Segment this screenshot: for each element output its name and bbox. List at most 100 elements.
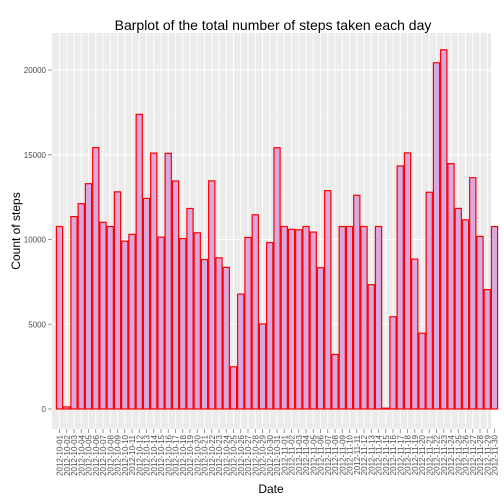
x-tick-label: 2012-10-15: [157, 434, 166, 475]
bar: [302, 225, 310, 410]
x-tick-label: 2012-10-01: [56, 434, 65, 475]
x-tick-label: 2012-10-10: [121, 434, 130, 475]
x-tick-label: 2012-10-17: [172, 434, 181, 475]
y-tick-label: 0: [42, 405, 47, 414]
bar: [55, 225, 64, 410]
y-axis-ticks: 0 5000 10000 15000 20000: [24, 66, 52, 414]
x-tick-label: 2012-11-09: [338, 434, 347, 475]
x-tick-label: 2012-11-15: [382, 434, 391, 475]
bar: [135, 113, 143, 410]
x-tick-label: 2012-10-30: [266, 434, 275, 475]
x-tick-label: 2012-10-21: [201, 434, 210, 475]
y-axis-title: Count of steps: [9, 192, 23, 269]
bar: [374, 225, 383, 410]
x-tick-label: 2012-10-08: [106, 434, 115, 475]
x-tick-label: 2012-10-22: [208, 434, 217, 475]
bar: [360, 225, 368, 410]
x-tick-label: 2012-11-19: [411, 434, 420, 475]
x-tick-label: 2012-11-14: [375, 434, 384, 475]
x-tick-label: 2012-10-28: [251, 434, 260, 475]
bar: [92, 147, 100, 410]
x-tick-label: 2012-10-27: [244, 434, 253, 475]
bar: [208, 180, 216, 410]
bar: [99, 221, 107, 410]
x-tick-label: 2012-10-06: [92, 434, 101, 475]
x-tick-label: 2012-11-06: [317, 434, 326, 475]
x-tick-label: 2012-10-07: [99, 434, 108, 475]
x-tick-label: 2012-11-04: [302, 434, 311, 475]
x-tick-label: 2012-10-26: [237, 434, 246, 475]
bar: [425, 191, 433, 410]
x-tick-label: 2012-11-17: [396, 434, 405, 475]
x-axis-ticks: 2012-10-012012-10-022012-10-032012-10-04…: [56, 429, 500, 476]
bar: [483, 288, 491, 410]
chart-title: Barplot of the total number of steps tak…: [115, 17, 432, 33]
bar: [258, 323, 267, 410]
bar: [179, 237, 187, 410]
x-tick-label: 2012-11-30: [491, 434, 500, 475]
bar: [396, 165, 404, 410]
bar: [367, 284, 375, 410]
bar: [316, 267, 325, 410]
x-tick-label: 2012-10-03: [70, 434, 79, 475]
x-tick-label: 2012-10-29: [259, 434, 268, 475]
x-tick-label: 2012-10-31: [273, 434, 282, 475]
x-tick-label: 2012-10-02: [63, 434, 72, 475]
x-tick-label: 2012-11-24: [447, 434, 456, 475]
x-tick-label: 2012-11-28: [476, 434, 485, 475]
x-tick-label: 2012-10-19: [186, 434, 195, 475]
bar: [77, 203, 85, 410]
x-tick-label: 2012-11-16: [389, 434, 398, 475]
bar: [440, 49, 448, 410]
x-tick-label: 2012-11-12: [360, 434, 369, 475]
bar: [476, 235, 484, 410]
x-tick-label: 2012-11-08: [331, 434, 340, 475]
y-tick-label: 15000: [24, 151, 47, 160]
bar: [411, 258, 419, 410]
x-tick-label: 2012-11-07: [324, 434, 333, 475]
x-tick-label: 2012-10-14: [150, 434, 159, 475]
bar: [490, 225, 499, 410]
bar: [229, 366, 238, 410]
bar: [454, 207, 462, 410]
bar: [70, 215, 78, 410]
bar: [287, 228, 296, 410]
x-tick-label: 2012-10-18: [179, 434, 188, 475]
x-tick-label: 2012-10-25: [230, 434, 239, 475]
bar: [324, 190, 332, 410]
x-tick-label: 2012-10-20: [193, 434, 202, 475]
x-tick-label: 2012-10-05: [85, 434, 94, 475]
y-tick-label: 5000: [28, 320, 46, 329]
bar: [432, 62, 441, 410]
x-tick-label: 2012-11-11: [353, 434, 362, 474]
x-tick-label: 2012-10-11: [128, 434, 137, 475]
bar: [418, 332, 426, 410]
bar: [222, 266, 230, 410]
x-tick-label: 2012-10-16: [164, 434, 173, 475]
bar: [142, 197, 151, 410]
x-tick-label: 2012-11-05: [309, 434, 318, 475]
x-tick-label: 2012-11-21: [425, 434, 434, 475]
x-tick-label: 2012-10-24: [222, 434, 231, 475]
y-tick-label: 20000: [24, 66, 47, 75]
bar: [461, 219, 470, 410]
x-tick-label: 2012-10-23: [215, 434, 224, 475]
bar: [280, 225, 288, 410]
bar: [353, 194, 361, 410]
x-tick-label: 2012-11-10: [346, 434, 355, 475]
bar: [309, 231, 317, 410]
bar: [150, 152, 158, 410]
bar: [113, 191, 122, 410]
x-tick-label: 2012-11-22: [433, 434, 442, 475]
x-tick-label: 2012-11-18: [404, 434, 413, 475]
bar: [215, 257, 223, 410]
x-tick-label: 2012-11-03: [295, 434, 304, 475]
bars: [55, 49, 499, 410]
bar: [331, 353, 339, 410]
bar: [157, 236, 165, 410]
bar: [403, 152, 412, 410]
x-tick-label: 2012-10-12: [135, 434, 144, 475]
bar: [164, 152, 172, 410]
x-axis-title: Date: [258, 482, 284, 496]
bar: [382, 407, 390, 410]
